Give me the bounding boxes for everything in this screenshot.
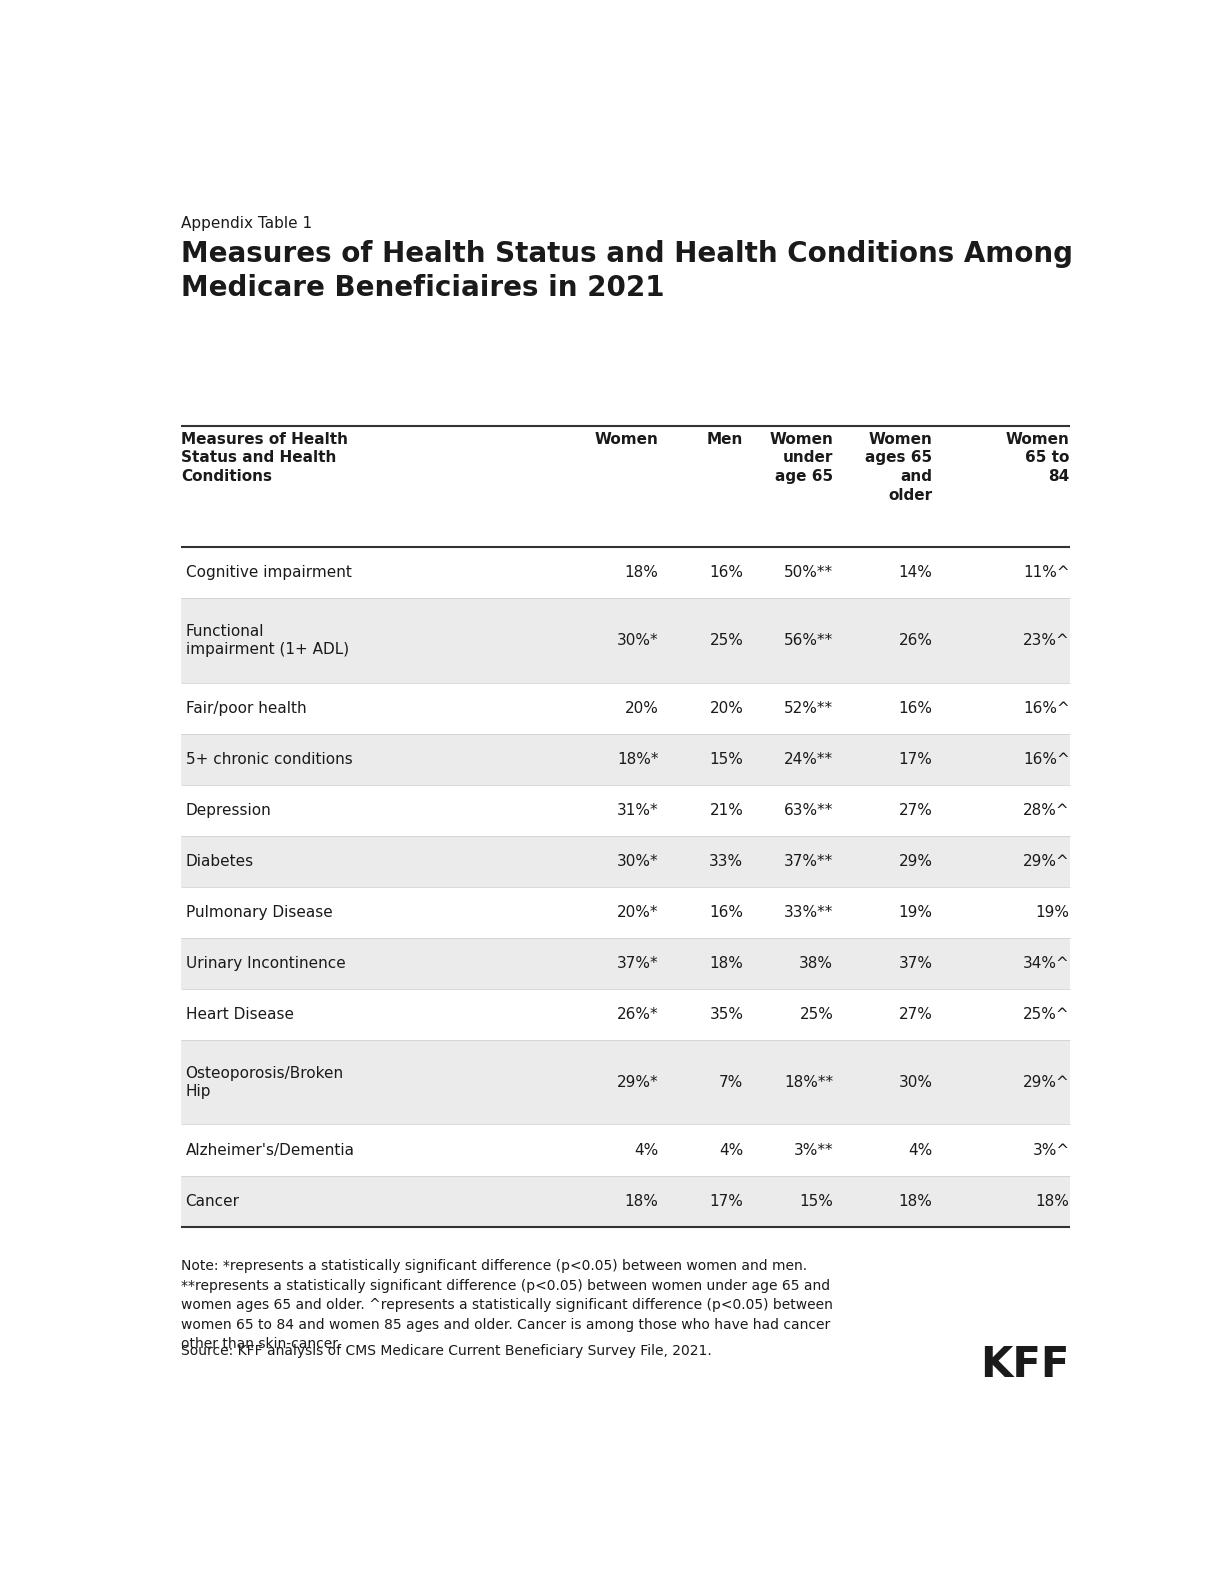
Text: 26%: 26% [899, 634, 932, 648]
Text: 7%: 7% [719, 1075, 743, 1091]
Text: 16%^: 16%^ [1022, 701, 1070, 716]
Text: 23%^: 23%^ [1022, 634, 1070, 648]
Text: 25%^: 25%^ [1024, 1007, 1070, 1023]
Text: 29%: 29% [899, 854, 932, 868]
Text: 37%*: 37%* [617, 957, 659, 971]
Text: Appendix Table 1: Appendix Table 1 [181, 216, 312, 230]
Text: 25%: 25% [710, 634, 743, 648]
Text: 25%: 25% [799, 1007, 833, 1023]
Text: Pulmonary Disease: Pulmonary Disease [185, 905, 332, 920]
Text: 35%: 35% [710, 1007, 743, 1023]
Text: 18%**: 18%** [784, 1075, 833, 1091]
Text: 4%: 4% [719, 1143, 743, 1157]
Text: 28%^: 28%^ [1024, 802, 1070, 818]
Bar [181, 835, 1070, 887]
Text: 19%: 19% [1036, 905, 1070, 920]
Text: 27%: 27% [899, 802, 932, 818]
Text: 3%^: 3%^ [1032, 1143, 1070, 1157]
Text: Women: Women [594, 432, 659, 448]
Text: 16%: 16% [710, 566, 743, 580]
Text: Men: Men [708, 432, 743, 448]
Text: 24%**: 24%** [784, 752, 833, 766]
Text: 4%: 4% [908, 1143, 932, 1157]
Text: 19%: 19% [899, 905, 932, 920]
Text: 3%**: 3%** [794, 1143, 833, 1157]
Bar [181, 547, 1070, 599]
Text: Osteoporosis/Broken
Hip: Osteoporosis/Broken Hip [185, 1065, 344, 1098]
Text: Cancer: Cancer [185, 1193, 239, 1209]
Text: 18%: 18% [1036, 1193, 1070, 1209]
Text: 26%*: 26%* [617, 1007, 659, 1023]
Text: KFF: KFF [980, 1344, 1070, 1387]
Text: 16%: 16% [710, 905, 743, 920]
Text: 15%: 15% [799, 1193, 833, 1209]
Bar [181, 1176, 1070, 1226]
Bar [181, 733, 1070, 785]
Text: 33%**: 33%** [784, 905, 833, 920]
Text: 18%: 18% [625, 1193, 659, 1209]
Text: 63%**: 63%** [784, 802, 833, 818]
Text: Depression: Depression [185, 802, 271, 818]
Text: 29%^: 29%^ [1022, 854, 1070, 868]
Text: 17%: 17% [899, 752, 932, 766]
Text: Heart Disease: Heart Disease [185, 1007, 294, 1023]
Bar [181, 938, 1070, 990]
Text: 18%*: 18%* [617, 752, 659, 766]
Text: 4%: 4% [634, 1143, 659, 1157]
Text: 33%: 33% [709, 854, 743, 868]
Bar [181, 599, 1070, 682]
Text: 20%*: 20%* [617, 905, 659, 920]
Text: Diabetes: Diabetes [185, 854, 254, 868]
Text: Cognitive impairment: Cognitive impairment [185, 566, 351, 580]
Text: Note: *represents a statistically significant difference (p<0.05) between women : Note: *represents a statistically signif… [181, 1259, 833, 1352]
Text: 29%*: 29%* [617, 1075, 659, 1091]
Text: 52%**: 52%** [784, 701, 833, 716]
Bar [181, 990, 1070, 1040]
Text: 15%: 15% [710, 752, 743, 766]
Text: 34%^: 34%^ [1022, 957, 1070, 971]
Text: 21%: 21% [710, 802, 743, 818]
Text: 11%^: 11%^ [1024, 566, 1070, 580]
Text: 29%^: 29%^ [1022, 1075, 1070, 1091]
Text: 30%*: 30%* [617, 634, 659, 648]
Bar [181, 1125, 1070, 1176]
Text: 30%*: 30%* [617, 854, 659, 868]
Text: Women
65 to
84: Women 65 to 84 [1005, 432, 1070, 484]
Text: 20%: 20% [710, 701, 743, 716]
Text: Fair/poor health: Fair/poor health [185, 701, 306, 716]
Text: 20%: 20% [625, 701, 659, 716]
Bar [181, 887, 1070, 938]
Text: 50%**: 50%** [784, 566, 833, 580]
Text: Urinary Incontinence: Urinary Incontinence [185, 957, 345, 971]
Text: 16%^: 16%^ [1022, 752, 1070, 766]
Text: Measures of Health
Status and Health
Conditions: Measures of Health Status and Health Con… [181, 432, 348, 484]
Text: 18%: 18% [899, 1193, 932, 1209]
Text: 56%**: 56%** [784, 634, 833, 648]
Text: 16%: 16% [899, 701, 932, 716]
Text: Women
ages 65
and
older: Women ages 65 and older [865, 432, 932, 503]
Bar [181, 785, 1070, 835]
Text: Measures of Health Status and Health Conditions Among
Medicare Beneficiaires in : Measures of Health Status and Health Con… [181, 240, 1072, 301]
Text: 14%: 14% [899, 566, 932, 580]
Text: Functional
impairment (1+ ADL): Functional impairment (1+ ADL) [185, 624, 349, 657]
Text: 18%: 18% [625, 566, 659, 580]
Text: Women
under
age 65: Women under age 65 [770, 432, 833, 484]
Text: 5+ chronic conditions: 5+ chronic conditions [185, 752, 353, 766]
Text: 18%: 18% [710, 957, 743, 971]
Text: 38%: 38% [799, 957, 833, 971]
Text: 27%: 27% [899, 1007, 932, 1023]
Bar [181, 1040, 1070, 1125]
Text: 17%: 17% [710, 1193, 743, 1209]
Text: 37%: 37% [899, 957, 932, 971]
Bar [181, 682, 1070, 733]
Text: 37%**: 37%** [784, 854, 833, 868]
Text: Source: KFF analysis of CMS Medicare Current Beneficiary Survey File, 2021.: Source: KFF analysis of CMS Medicare Cur… [181, 1344, 711, 1359]
Text: 31%*: 31%* [617, 802, 659, 818]
Text: Alzheimer's/Dementia: Alzheimer's/Dementia [185, 1143, 355, 1157]
Text: 30%: 30% [899, 1075, 932, 1091]
